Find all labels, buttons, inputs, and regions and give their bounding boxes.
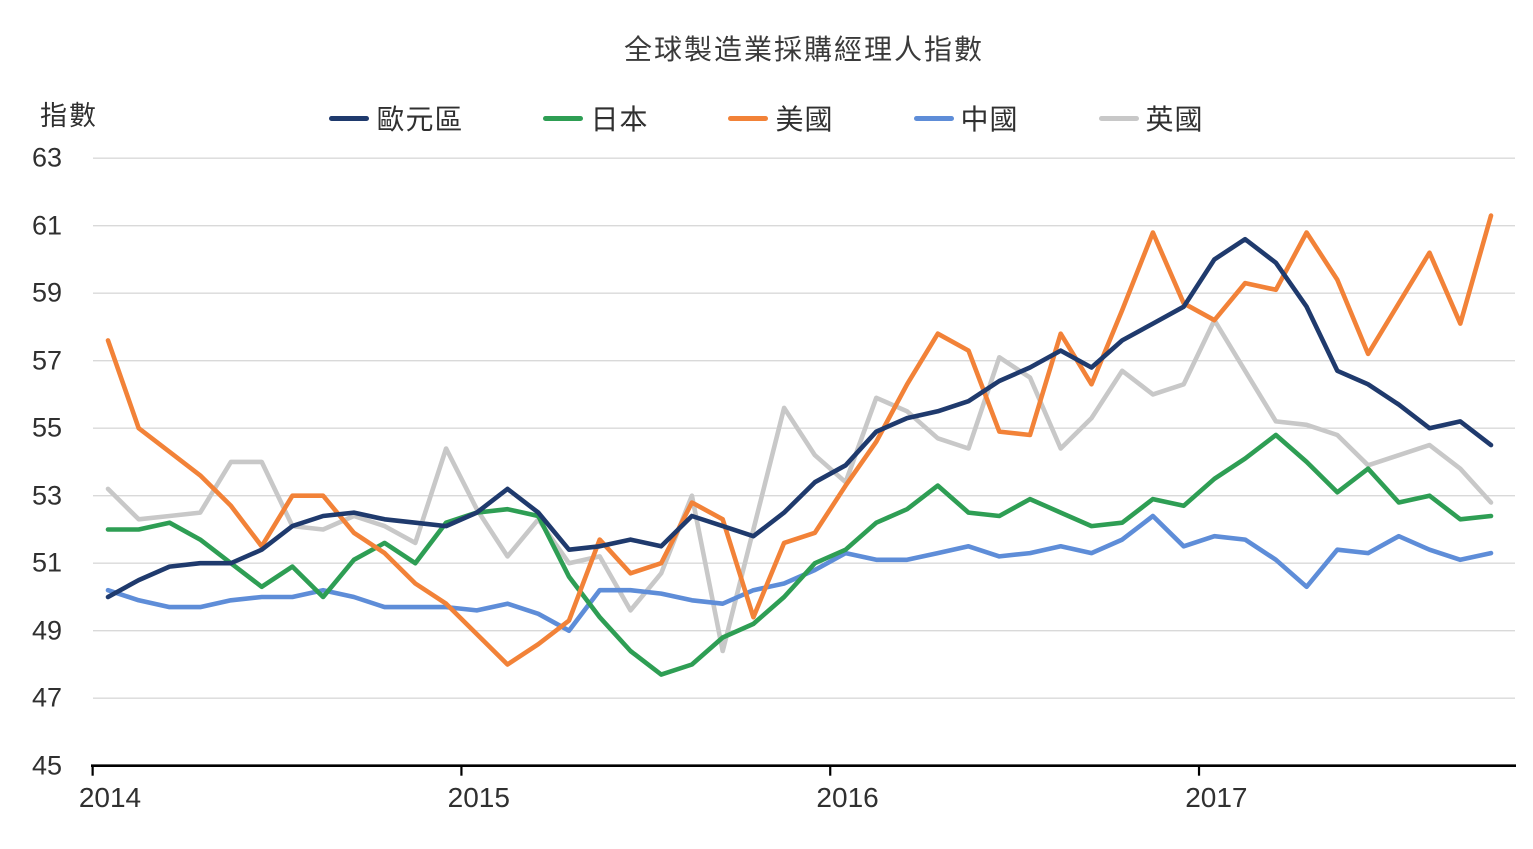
x-tick-label: 2014 (78, 781, 142, 813)
y-tick-label: 55 (31, 412, 62, 443)
chart-title: 全球製造業採購經理人指數 (623, 34, 984, 65)
legend-swatch-icon (728, 115, 769, 121)
legend-swatch-icon (543, 115, 584, 121)
y-tick-label: 57 (31, 345, 62, 376)
series-line-中國 (105, 513, 1494, 634)
y-tick-label: 63 (31, 142, 62, 173)
legend-swatch-icon (329, 115, 370, 121)
legend-item-英國: 英國 (1098, 98, 1204, 138)
y-tick-label: 47 (31, 682, 62, 713)
series-line-英國 (105, 317, 1494, 654)
legend-label: 美國 (775, 104, 834, 135)
series-line-歐元區 (105, 236, 1494, 600)
legend-item-歐元區: 歐元區 (329, 98, 463, 138)
legend-label: 日本 (590, 104, 649, 135)
y-tick-label: 49 (31, 615, 62, 646)
x-tick-label: 2015 (447, 781, 510, 813)
y-axis-title: 指數 (40, 101, 98, 131)
y-tick-label: 51 (31, 547, 62, 578)
legend-label: 歐元區 (376, 104, 464, 135)
y-tick-label: 45 (31, 750, 62, 781)
chart-legend: 歐元區 日本 美國 中國 英國 (0, 98, 1533, 138)
legend-item-日本: 日本 (543, 98, 648, 138)
legend-label: 中國 (960, 104, 1019, 135)
legend-item-中國: 中國 (913, 98, 1019, 138)
y-tick-label: 53 (31, 480, 62, 511)
x-tick-label: 2017 (1185, 781, 1248, 813)
legend-swatch-icon (1098, 115, 1139, 121)
legend-item-美國: 美國 (728, 98, 833, 138)
y-tick-label: 61 (31, 210, 62, 241)
x-tick-label: 2016 (816, 781, 879, 813)
legend-label: 英國 (1145, 104, 1204, 135)
legend-swatch-icon (913, 115, 954, 121)
y-tick-label: 59 (31, 277, 62, 308)
series-line-日本 (105, 432, 1494, 677)
